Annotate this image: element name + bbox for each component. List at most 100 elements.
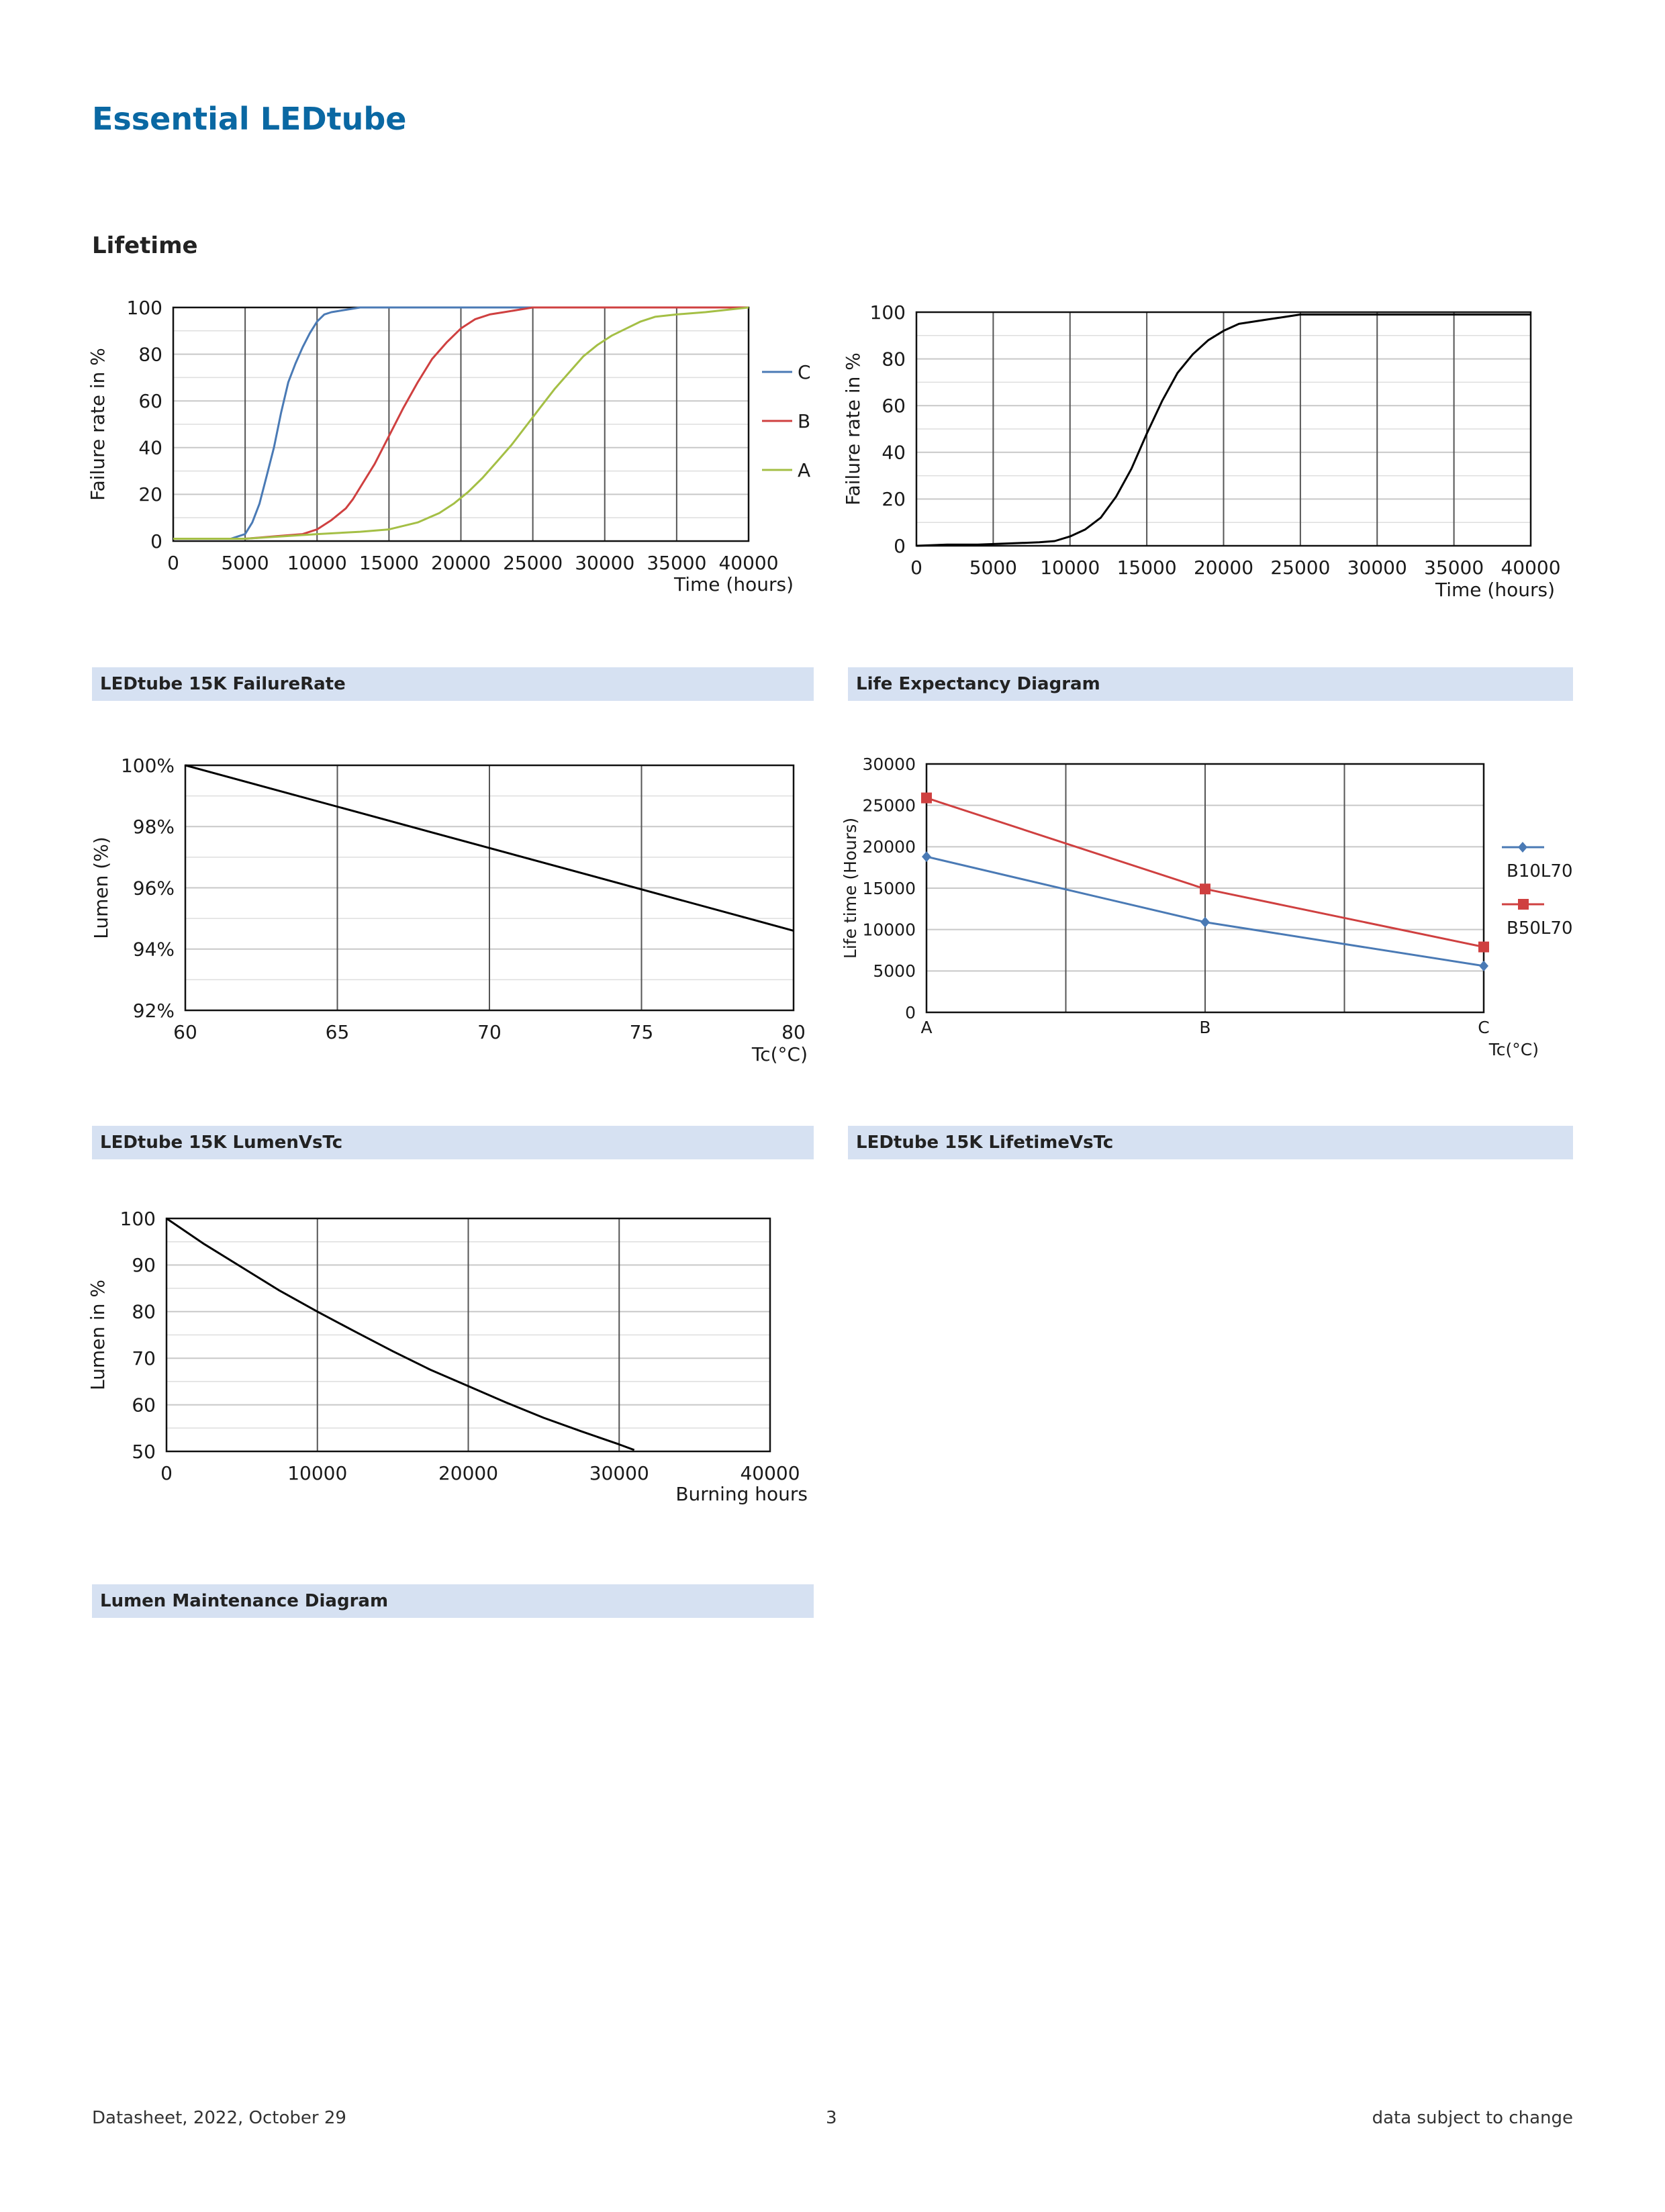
x-tick-label: 30000 [1347,557,1407,579]
x-tick-label: 65 [326,1021,350,1043]
plot-frame [165,1217,771,1453]
x-tick-label: 40000 [718,552,778,574]
x-tick-label: 80 [781,1021,806,1043]
y-tick-label: 60 [882,395,906,417]
x-tick-label: 70 [477,1021,502,1043]
y-tick-label: 60 [132,1394,156,1416]
y-axis-label: Failure rate in % [842,352,864,506]
y-tick-label: 100% [121,755,175,777]
page-title: Essential LEDtube [92,101,407,137]
caption-failure-rate: LEDtube 15K FailureRate [92,667,814,701]
y-tick-label: 100 [870,301,906,324]
y-tick-label: 0 [150,530,162,552]
y-tick-label: 90 [132,1254,156,1276]
x-tick-label: 40000 [740,1462,800,1484]
y-tick-label: 5000 [873,961,916,981]
y-tick-label: 94% [133,939,175,961]
caption-lifetime-vs-tc: LEDtube 15K LifetimeVsTc [848,1126,1573,1159]
x-tick-label: 10000 [287,1462,347,1484]
y-tick-label: 80 [138,343,162,365]
y-tick-label: 96% [133,877,175,899]
series-line [916,314,1531,547]
x-tick-label: 20000 [438,1462,498,1484]
x-tick-label: 35000 [1424,557,1484,579]
caption-lumen-vs-tc: LEDtube 15K LumenVsTc [92,1126,814,1159]
footer-disclaimer: data subject to change [1372,2108,1573,2128]
y-tick-label: 60 [138,390,162,412]
plot-frame [184,764,795,1012]
y-axis-label: Lumen in % [87,1280,109,1390]
plot-frame [915,311,1532,547]
failure_rate-plot: 0 20 40 60 80 100 0 5000 10000 15000 20000 25000 300… [87,297,811,595]
x-tick-label: 10000 [1040,557,1100,579]
legend-label: B50L70 [1507,918,1573,939]
x-tick-label: 5000 [221,552,269,574]
x-tick-label: 15000 [1117,557,1177,579]
x-tick-label: 40000 [1501,557,1560,579]
y-tick-label: 30000 [862,755,916,774]
x-axis-label: Tc(°C) [751,1043,808,1065]
y-tick-label: 100 [120,1208,156,1230]
section-heading: Lifetime [92,232,198,259]
life_expectancy-plot: 0 20 40 60 80 100 0 5000 10000 15000 20000 25000 300… [842,301,1561,601]
y-tick-label: 100 [127,297,162,319]
x-axis-label: Burning hours [675,1483,808,1505]
footer-page-number: 3 [826,2108,837,2128]
lifetime_vs_tc-plot: 0 5000 10000 15000 20000 25000 30000 A B C Life ti… [841,755,1573,1059]
x-tick-label: 0 [167,552,179,574]
data-point-square [921,792,932,804]
y-tick-label: 0 [905,1003,916,1022]
caption-lumen-maintenance: Lumen Maintenance Diagram [92,1584,814,1618]
series-line-a [173,306,749,540]
y-tick-label: 92% [133,1000,175,1022]
y-tick-label: 40 [138,437,162,459]
x-tick-label: 30000 [575,552,634,574]
data-point-diamond [1200,916,1210,928]
y-tick-label: 50 [132,1441,156,1463]
x-tick-label: A [920,1018,932,1037]
legend-label: B10L70 [1507,861,1573,881]
y-tick-label: 15000 [862,879,916,898]
y-tick-label: 80 [132,1301,156,1323]
x-tick-label: 35000 [647,552,706,574]
y-tick-label: 70 [132,1347,156,1369]
y-tick-label: 0 [894,535,906,557]
series-line-b [173,306,749,540]
y-tick-label: 20000 [862,837,916,857]
legend-marker-square [1518,899,1529,910]
x-axis-label: Time (hours) [673,573,794,595]
y-tick-label: 40 [882,442,906,464]
y-tick-label: 10000 [862,920,916,939]
x-tick-label: B [1199,1018,1210,1037]
x-tick-label: 25000 [1270,557,1330,579]
legend-marker-diamond [1518,842,1527,853]
x-tick-label: 20000 [431,552,491,574]
y-tick-label: 25000 [862,796,916,815]
x-tick-label: 30000 [589,1462,649,1484]
caption-life-expectancy: Life Expectancy Diagram [848,667,1573,701]
x-tick-label: 0 [160,1462,173,1484]
x-tick-label: 15000 [359,552,419,574]
data-point-square [1200,883,1210,895]
footer-date: Datasheet, 2022, October 29 [92,2108,346,2128]
x-tick-label: 5000 [969,557,1017,579]
x-tick-label: 25000 [503,552,563,574]
y-tick-label: 98% [133,816,175,838]
x-tick-label: 75 [630,1021,654,1043]
legend-label: B [798,410,810,432]
legend-label: A [798,459,810,481]
x-axis-label: Time (hours) [1435,579,1555,601]
series-line-c [173,306,749,540]
legend-label: C [798,361,811,383]
y-tick-label: 20 [138,483,162,506]
x-tick-label: 10000 [287,552,347,574]
plot-frame [925,763,1485,1014]
x-axis-label: Tc(°C) [1488,1040,1539,1059]
lumen_vs_tc-plot: 92% 94% 96% 98% 100% 60 65 70 75 80 Lumen (%) Tc(°C… [90,755,808,1065]
lumen_maintenance-plot: 50 60 70 80 90 100 0 10000 20000 30000 40000 Lumen … [87,1208,808,1505]
series-line [185,764,794,932]
y-tick-label: 20 [882,488,906,510]
y-axis-label: Life time (Hours) [841,818,860,959]
data-point-diamond [1479,960,1488,971]
